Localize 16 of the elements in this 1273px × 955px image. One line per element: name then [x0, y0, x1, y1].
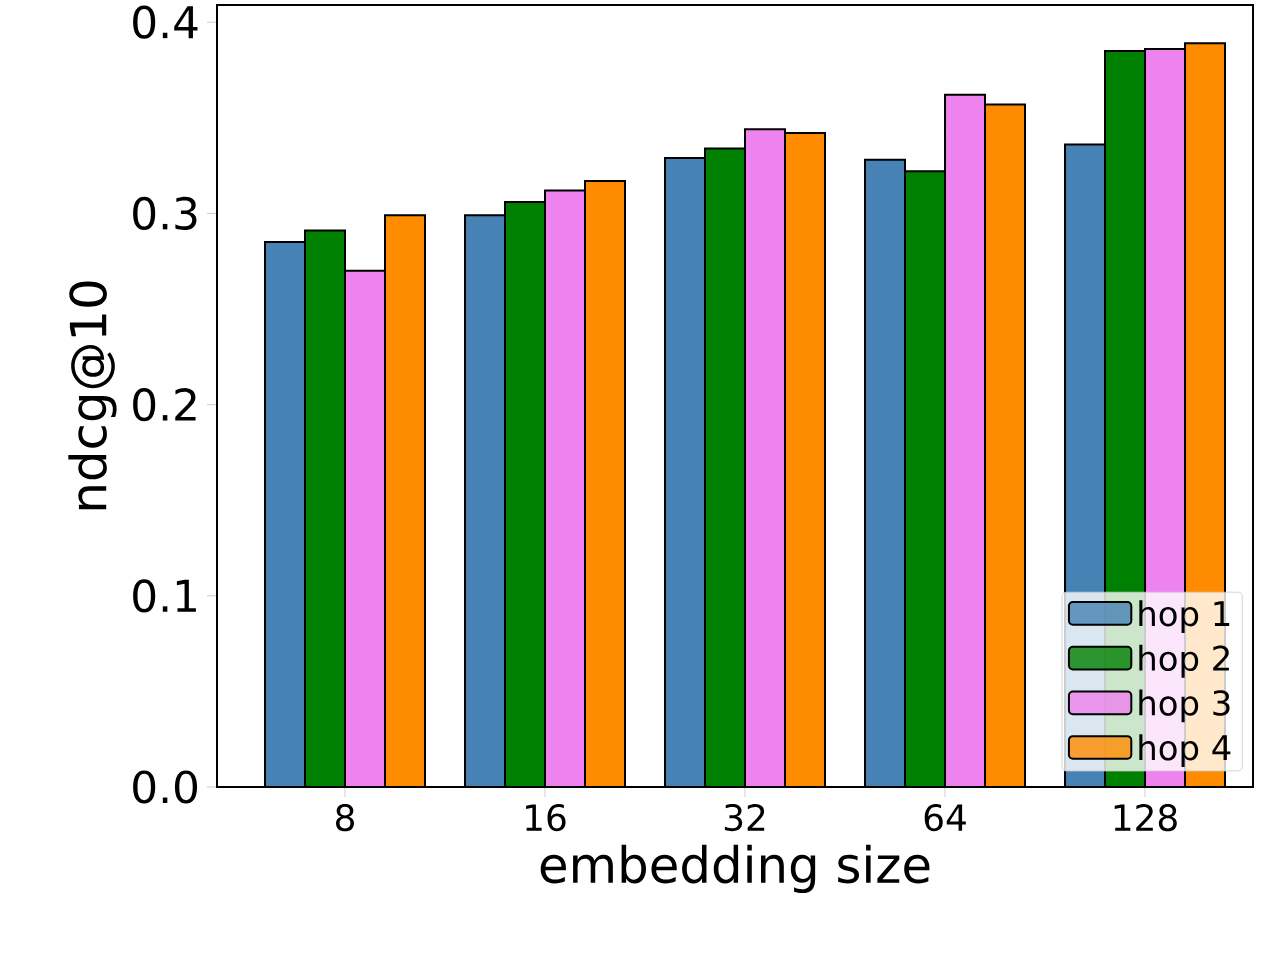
legend-label: hop 2: [1139, 644, 1229, 678]
legend-label: hop 3: [1139, 689, 1230, 723]
x-tick-label: 16: [526, 804, 566, 832]
legend-label: hop 4: [1139, 734, 1231, 768]
x-tick-label: 32: [724, 804, 765, 832]
x-tick-label: 128: [1114, 804, 1177, 832]
x-tick-label: 64: [924, 804, 966, 832]
x-axis-title: embedding size: [540, 844, 930, 894]
y-axis-title: ndcg@10: [68, 281, 117, 510]
y-tick-label: 0.3: [133, 196, 197, 230]
x-tick-label: 8: [336, 804, 354, 832]
y-tick-label: 0.4: [133, 5, 198, 39]
y-tick-label: 0.1: [133, 579, 196, 613]
y-tick-label: 0.0: [133, 770, 198, 804]
y-tick-label: 0.2: [133, 388, 196, 422]
legend-label: hop 1: [1139, 600, 1230, 633]
